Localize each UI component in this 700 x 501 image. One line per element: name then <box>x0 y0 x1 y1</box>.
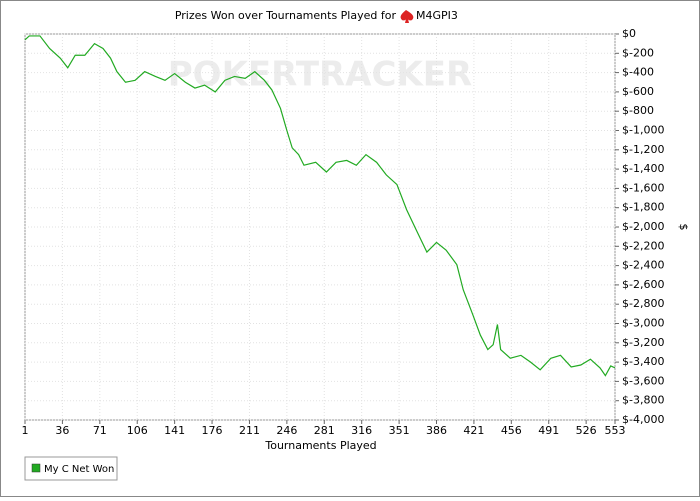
y-tick-label: $-2,800 <box>622 297 664 310</box>
player-name: M4GPI3 <box>416 9 458 22</box>
x-tick-label: 421 <box>463 424 484 437</box>
y-tick-label: $-3,400 <box>622 355 664 368</box>
y-tick-label: $-3,600 <box>622 374 664 387</box>
y-tick-label: $-1,600 <box>622 181 664 194</box>
x-tick-label: 106 <box>127 424 148 437</box>
y-tick-label: $-3,800 <box>622 394 664 407</box>
y-tick-label: $-2,200 <box>622 239 664 252</box>
x-tick-label: 316 <box>351 424 372 437</box>
x-tick-label: 36 <box>55 424 69 437</box>
x-tick-label: 246 <box>276 424 297 437</box>
x-tick-label: 1 <box>22 424 29 437</box>
x-axis-label: Tournaments Played <box>264 439 376 452</box>
legend <box>24 456 118 481</box>
x-tick-label: 71 <box>93 424 107 437</box>
x-tick-label: 553 <box>605 424 626 437</box>
x-tick-label: 351 <box>389 424 410 437</box>
x-tick-label: 211 <box>239 424 260 437</box>
y-tick-label: $0 <box>622 27 636 40</box>
y-tick-label: $-600 <box>622 85 654 98</box>
y-tick-label: $-400 <box>622 66 654 79</box>
y-tick-label: $-2,000 <box>622 220 664 233</box>
legend-swatch <box>31 463 41 473</box>
y-tick-label: $-3,200 <box>622 336 664 349</box>
y-tick-label: $-3,000 <box>622 317 664 330</box>
y-tick-label: $-2,400 <box>622 259 664 272</box>
y-tick-label: $-4,000 <box>622 413 664 426</box>
y-tick-label: $-1,800 <box>622 201 664 214</box>
chart-title-text: Prizes Won over Tournaments Played for <box>175 9 397 22</box>
y-tick-label: $-2,600 <box>622 278 664 291</box>
legend-label: My C Net Won <box>44 464 114 475</box>
y-tick-label: $-200 <box>622 46 654 59</box>
x-tick-label: 176 <box>202 424 223 437</box>
chart-title: Prizes Won over Tournaments Played for M… <box>175 9 458 23</box>
y-tick-label: $-1,400 <box>622 162 664 175</box>
x-tick-label: 526 <box>576 424 597 437</box>
x-tick-label: 386 <box>426 424 447 437</box>
data-line <box>24 35 616 377</box>
x-tick-label: 141 <box>164 424 185 437</box>
y-axis-label: $ <box>677 224 690 231</box>
y-tick-label: $-800 <box>622 104 654 117</box>
x-tick-label: 456 <box>501 424 522 437</box>
y-tick-label: $-1,000 <box>622 124 664 137</box>
x-tick-label: 491 <box>538 424 559 437</box>
y-tick-label: $-1,200 <box>622 143 664 156</box>
spade-icon <box>400 10 414 23</box>
x-tick-label: 281 <box>314 424 335 437</box>
watermark: POKERTRACKER <box>168 55 472 95</box>
